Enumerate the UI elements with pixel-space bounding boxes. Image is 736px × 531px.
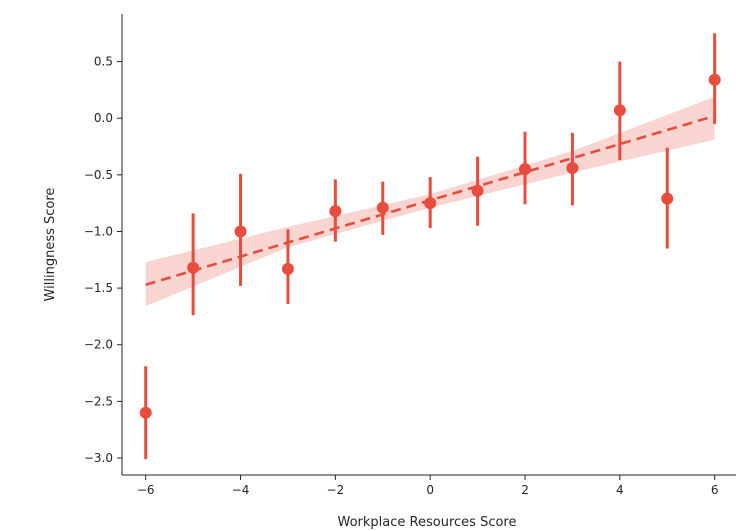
y-axis-label: Willingness Score <box>43 188 58 302</box>
y-tick-label: −1.0 <box>84 224 113 238</box>
data-point <box>281 262 294 275</box>
data-point <box>471 184 484 197</box>
y-tick-label: 0.5 <box>94 55 113 69</box>
y-tick-label: −1.5 <box>84 281 113 295</box>
ticks: −6 −4 −2 0 2 4 6 0.5 0.0 −0.5 −1.0 −1.5 −2.0 −2.5 −3.0 <box>84 55 719 497</box>
data-point <box>329 205 342 218</box>
x-tick-label: −6 <box>137 483 155 497</box>
x-tick-label: −4 <box>232 483 250 497</box>
data-point <box>234 225 247 238</box>
y-tick-label: −3.0 <box>84 451 113 465</box>
x-tick-label: 6 <box>711 483 719 497</box>
x-tick-label: 4 <box>616 483 624 497</box>
axes <box>121 14 736 476</box>
data-point <box>139 406 152 419</box>
data-point <box>661 192 674 205</box>
data-point <box>566 162 579 175</box>
y-tick-label: −2.0 <box>84 338 113 352</box>
y-tick-label: 0.0 <box>94 111 113 125</box>
data-point <box>519 163 532 176</box>
x-tick-label: 0 <box>426 483 434 497</box>
data-point <box>376 201 389 214</box>
data-point <box>424 197 437 210</box>
y-tick-label: −0.5 <box>84 168 113 182</box>
x-tick-label: 2 <box>521 483 529 497</box>
data-point <box>187 261 200 274</box>
x-axis-label: Workplace Resources Score <box>338 515 517 530</box>
data-point <box>708 73 721 86</box>
data-point-layer <box>139 73 721 419</box>
y-tick-label: −2.5 <box>84 394 113 408</box>
x-tick-label: −2 <box>327 483 345 497</box>
data-point <box>613 104 626 117</box>
